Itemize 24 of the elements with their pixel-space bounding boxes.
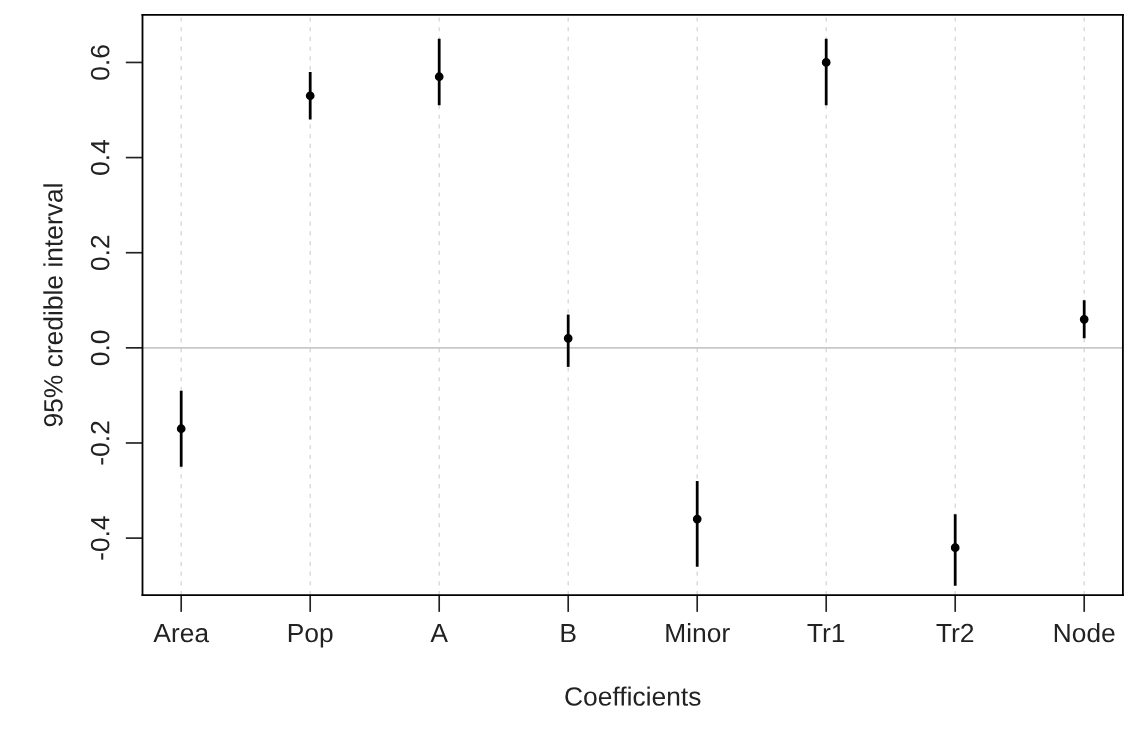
point [176,424,186,434]
point [821,58,831,67]
x-tick-label: Pop [288,623,333,648]
point [692,514,702,524]
x-tick-label: Area [153,623,210,643]
x-tick-label: B [561,623,576,643]
point [434,72,444,82]
x-axis-title: Coefficients [565,686,701,706]
y-tick-label: 0.0 [90,330,110,366]
point [563,333,573,343]
point [305,91,315,101]
point [950,543,960,553]
y-axis-title: 95% credible interval [43,184,63,427]
x-tick-label: Tr2 [936,623,974,643]
x-tick-label: Minor [666,622,730,643]
x-tick-label: Tr1 [807,623,845,643]
y-tick-label: 0.2 [90,235,110,271]
y-tick-label: 0.4 [90,140,110,175]
point [1079,314,1089,324]
y-tick-label: 0.6 [90,45,110,80]
y-tick-label: -0.4 [90,516,110,560]
y-tick-label: -0.2 [90,421,110,465]
x-tick-label: A [430,623,448,643]
x-tick-label: Node [1054,622,1115,643]
